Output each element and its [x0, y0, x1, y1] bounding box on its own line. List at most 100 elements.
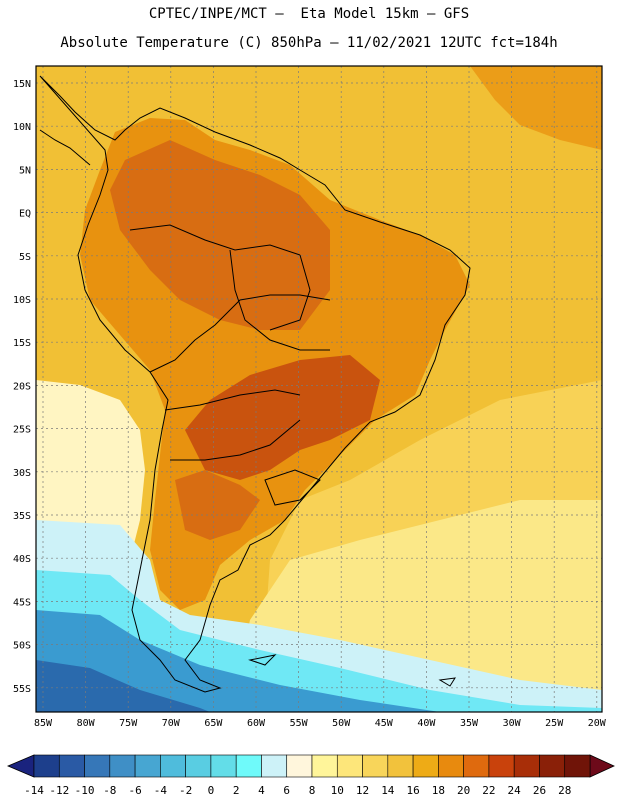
colorbar-swatch: [387, 754, 414, 778]
longitude-label: 45W: [375, 718, 394, 729]
argentina-dark-field: [175, 470, 260, 540]
latitude-label: 35S: [13, 511, 31, 522]
latitude-label: EQ: [19, 209, 31, 220]
colorbar-label: 24: [508, 784, 522, 797]
latitude-label: 55S: [13, 684, 31, 695]
colorbar-label: 16: [406, 784, 419, 797]
colorbar-label: 0: [208, 784, 215, 797]
longitude-label: 35W: [460, 718, 479, 729]
latitude-label: 10S: [13, 295, 31, 306]
longitude-label: 20W: [588, 718, 607, 729]
latitude-labels: 15N 10N 5N EQ 5S 10S 15S 20S 25S 30S 35S 40S 45S 50S 5…: [13, 79, 31, 695]
graticule: [36, 66, 602, 712]
plot-frame: [35, 65, 603, 713]
colorbar-label: -2: [179, 784, 192, 797]
longitude-label: 75W: [119, 718, 138, 729]
central-america-coastline: [39, 129, 91, 166]
colorbar-label: 10: [331, 784, 344, 797]
colorbar-label: 20: [457, 784, 470, 797]
colorbar-label: 22: [482, 784, 495, 797]
colorbar-label: 14: [381, 784, 395, 797]
central-hot-field: [185, 355, 380, 480]
latitude-label: 25S: [13, 425, 31, 436]
latitude-label: 45S: [13, 597, 31, 608]
colorbar-swatch: [84, 754, 111, 778]
longitude-label: 60W: [247, 718, 266, 729]
latitude-label: 30S: [13, 468, 31, 479]
latitude-label: 40S: [13, 554, 31, 565]
map-title-line-2: Absolute Temperature (C) 850hPa – 11/02/…: [60, 35, 558, 51]
latitude-label: 5S: [19, 252, 31, 263]
latitude-label: 15S: [13, 338, 31, 349]
colorbar-label: -14: [24, 784, 44, 797]
colorbar-swatch: [210, 754, 237, 778]
colorbar-label: -6: [128, 784, 141, 797]
colorbar-label: 6: [283, 784, 290, 797]
colorbar-label: 8: [309, 784, 316, 797]
latitude-label: 10N: [13, 122, 31, 133]
colorbar-swatch: [463, 754, 490, 778]
colorbar-label: 2: [233, 784, 240, 797]
longitude-label: 40W: [417, 718, 436, 729]
colorbar-swatch: [513, 754, 540, 778]
colorbar-swatch: [109, 754, 136, 778]
colorbar-label: 28: [558, 784, 571, 797]
colorbar-max-arrow: [589, 754, 615, 778]
colorbar-label: -8: [103, 784, 116, 797]
colorbar-swatch: [311, 754, 338, 778]
longitude-label: 25W: [545, 718, 564, 729]
amazon-dark-field: [110, 140, 330, 330]
longitude-label: 70W: [162, 718, 181, 729]
cold-deep-band: [36, 660, 210, 712]
border-line-3: [170, 419, 301, 461]
latitude-label: 15N: [13, 79, 31, 90]
border-line-1: [149, 294, 331, 373]
longitude-label: 65W: [204, 718, 223, 729]
colorbar-swatch: [438, 754, 464, 778]
border-line-4: [129, 224, 301, 256]
cold-blue-band: [36, 610, 440, 712]
latitude-label: 20S: [13, 381, 31, 392]
falkland-islands: [248, 654, 277, 666]
colorbar-label: -10: [75, 784, 95, 797]
colorbar-swatch: [286, 754, 313, 778]
longitude-label: 50W: [332, 718, 351, 729]
colorbar-swatch: [362, 754, 389, 778]
colorbar-swatch: [134, 754, 161, 778]
border-line-6: [269, 254, 311, 331]
coastlines: [39, 75, 471, 693]
longitude-label: 80W: [77, 718, 96, 729]
colorbar: -14 -12 -10 -8 -6 -4 -2 0 2 4 6 8 10 12 14 16 18 20 22 24 26…: [6, 754, 615, 797]
latitude-label: 50S: [13, 641, 31, 652]
south-america-coastline: [39, 75, 471, 693]
colorbar-swatch: [58, 754, 85, 778]
colorbar-swatch: [33, 754, 60, 778]
colorbar-swatch: [539, 754, 566, 778]
colorbar-swatch: [412, 754, 439, 778]
south-georgia: [438, 677, 456, 687]
longitude-label: 30W: [503, 718, 522, 729]
temperature-field: [36, 66, 602, 712]
longitude-label: 85W: [34, 718, 53, 729]
colorbar-label: -4: [154, 784, 168, 797]
colorbar-label: 18: [432, 784, 445, 797]
latitude-label: 5N: [19, 165, 31, 176]
border-line-5: [229, 249, 330, 351]
colorbar-swatch: [160, 754, 186, 778]
northeast-ocean-warm-patch: [470, 66, 602, 150]
colorbar-swatch: [336, 754, 363, 778]
uruguay-border: [264, 469, 321, 506]
colorbar-label: -12: [49, 784, 69, 797]
longitude-label: 55W: [290, 718, 309, 729]
colorbar-label: 26: [533, 784, 546, 797]
colorbar-swatch: [564, 754, 591, 778]
colorbar-label: 12: [356, 784, 369, 797]
colorbar-swatch: [488, 754, 515, 778]
colorbar-swatch: [261, 754, 288, 778]
colorbar-min-arrow: [6, 754, 35, 778]
colorbar-swatch: [235, 754, 262, 778]
colorbar-label: 4: [258, 784, 265, 797]
colorbar-swatch: [185, 754, 212, 778]
map-title-line-1: CPTEC/INPE/MCT – Eta Model 15km – GFS: [148, 6, 470, 22]
